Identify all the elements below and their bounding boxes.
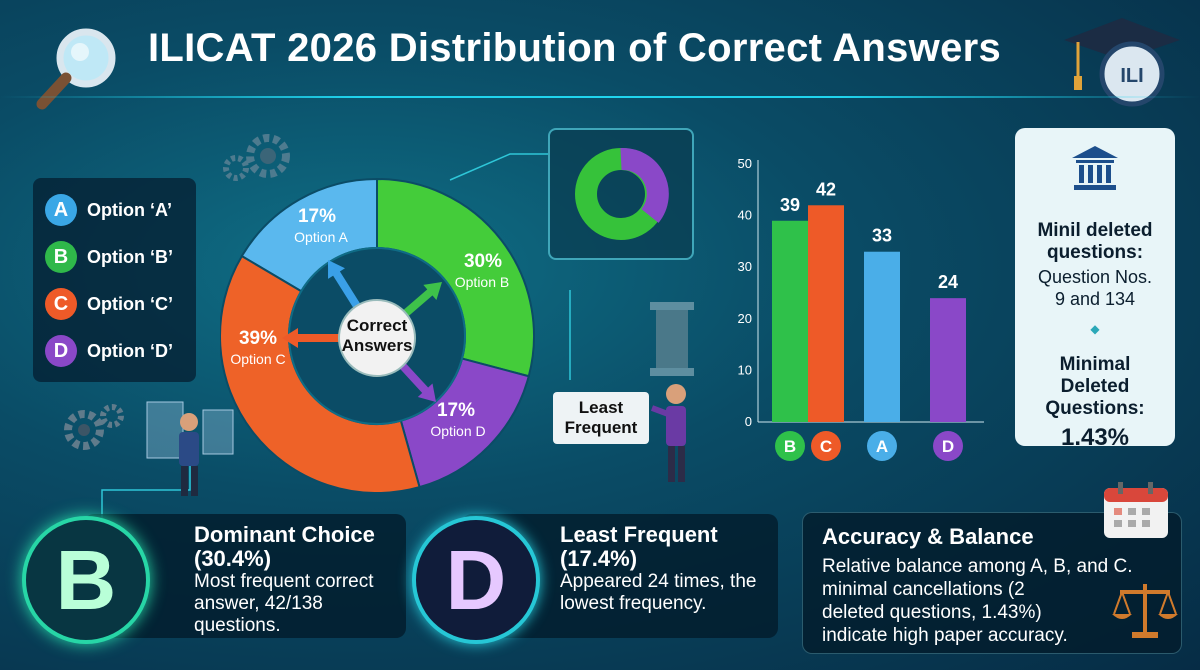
donut-arrow-head — [282, 328, 298, 348]
accuracy-text-line3: deleted questions, 1.43%) — [822, 602, 1042, 623]
legend-label: Option ‘D’ — [87, 340, 173, 361]
x-category-badge — [867, 431, 897, 461]
bar-a — [864, 251, 900, 422]
sign-line1: Least — [578, 398, 624, 417]
dominant-text-line3: questions. — [194, 615, 281, 636]
legend-label: Option ‘A’ — [87, 199, 172, 220]
donut-label-pct: 17% — [437, 400, 475, 421]
dominant-text-line2: answer, 42/138 — [194, 593, 323, 614]
calendar-icon — [1100, 478, 1172, 540]
donut-label-name: Option A — [294, 229, 348, 245]
y-tick-label: 50 — [738, 156, 752, 171]
accuracy-text-line4: indicate high paper accuracy. — [822, 625, 1068, 646]
donut-label-name: Option D — [430, 423, 485, 439]
mini-donut — [575, 147, 669, 240]
donut-label-pct: 30% — [464, 251, 502, 272]
legend-badge-c: C — [45, 288, 77, 320]
y-tick-label: 10 — [738, 362, 752, 377]
least-subtitle: (17.4%) — [560, 546, 638, 571]
deleted-heading-line1: Minil deleted — [1037, 220, 1153, 241]
minimal-heading-line2: Deleted — [1060, 376, 1130, 397]
connector-lines — [449, 153, 571, 380]
bar-d — [930, 298, 966, 422]
bar-b — [772, 220, 808, 422]
least-letter-badge: D — [412, 516, 540, 644]
bar-chart: 0 10 20 30 40 50 39 B 42 C 33 A 24 D — [738, 156, 984, 461]
donut-arrow — [401, 285, 438, 318]
least-text-line1: Appeared 24 times, the — [560, 571, 757, 592]
x-tick-label: A — [876, 437, 888, 456]
x-tick-label: D — [942, 437, 954, 456]
minimal-heading-line3: Questions: — [1045, 398, 1145, 419]
minimal-deleted-value: 1.43% — [1060, 424, 1130, 451]
bar-value-label: 33 — [872, 226, 892, 246]
analyst-illustration — [145, 400, 240, 500]
sign-line2: Frequent — [564, 418, 638, 437]
least-frequent-sign: Least Frequent — [553, 392, 649, 444]
bar-value-label: 42 — [816, 179, 836, 199]
page-title: ILICAT 2026 Distribution of Correct Answ… — [148, 26, 1002, 70]
donut-arrow — [398, 361, 433, 398]
accuracy-text-line2: minimal cancellations (2 — [822, 579, 1025, 600]
deleted-heading-line2: questions: — [1046, 242, 1144, 263]
bar-value-label: 24 — [938, 272, 958, 292]
donut-label-name: Option B — [455, 274, 509, 290]
donut-arrow — [329, 266, 362, 310]
dominant-text-line1: Most frequent correct — [194, 571, 374, 592]
legend-item: C Option ‘C’ — [45, 288, 173, 320]
y-tick-label: 20 — [738, 311, 752, 326]
bank-icon — [1070, 144, 1120, 192]
least-title: Least Frequent — [560, 522, 718, 547]
mini-donut-screen — [548, 128, 694, 260]
legend-label: Option ‘B’ — [87, 246, 173, 267]
donut-label-pct: 39% — [239, 328, 277, 349]
least-text-line2: lowest frequency. — [560, 593, 707, 614]
legend-item: B Option ‘B’ — [45, 241, 173, 273]
legend-badge-a: A — [45, 194, 77, 226]
magnifier-icon — [28, 20, 128, 110]
legend-label: Option ‘C’ — [87, 293, 173, 314]
deleted-text-line1: Question Nos. — [1037, 267, 1153, 287]
deleted-questions-card: Minil deleted questions: Question Nos. 9… — [1015, 128, 1175, 451]
x-category-badge — [811, 431, 841, 461]
x-category-badge — [775, 431, 805, 461]
donut-label-pct: 17% — [298, 206, 336, 227]
gears-icon — [58, 398, 128, 458]
bar-value-label: 39 — [780, 195, 800, 215]
donut-chart: Correct Answers 17% Option A 30% Option … — [220, 177, 535, 494]
dominant-letter-badge: B — [22, 516, 150, 644]
donut-arrow-head — [423, 282, 442, 301]
donut-arrow-head — [417, 383, 436, 402]
bar-c — [808, 205, 844, 422]
logo-text: ILI — [1120, 65, 1143, 87]
donut-center-line2: Answers — [342, 336, 413, 355]
donut-center-line1: Correct — [347, 316, 408, 335]
person-pointing-illustration — [648, 380, 698, 490]
legend: A Option ‘A’ B Option ‘B’ C Option ‘C’ D… — [33, 178, 196, 382]
gears-icon — [222, 128, 302, 188]
accuracy-title: Accuracy & Balance — [822, 524, 1034, 549]
divider-diamond-icon: ◆ — [1090, 322, 1100, 336]
y-tick-label: 0 — [745, 414, 752, 429]
header-divider — [0, 96, 1200, 98]
scales-icon — [1110, 578, 1180, 642]
y-tick-label: 30 — [738, 259, 752, 274]
donut-label-name: Option C — [230, 351, 285, 367]
accuracy-text-line1: Relative balance among A, B, and C. — [822, 556, 1133, 577]
dominant-title: Dominant Choice — [194, 522, 375, 547]
legend-badge-d: D — [45, 335, 77, 367]
column-pillar-icon — [642, 298, 702, 378]
donut-arrow-head — [328, 260, 345, 279]
deleted-text-line2: 9 and 134 — [1054, 289, 1136, 309]
graduation-cap-icon: ILI — [1060, 14, 1185, 109]
legend-badge-b: B — [45, 241, 77, 273]
legend-item: D Option ‘D’ — [45, 335, 173, 367]
x-tick-label: B — [784, 437, 796, 456]
y-tick-label: 40 — [738, 208, 752, 223]
x-tick-label: C — [820, 437, 832, 456]
x-category-badge — [933, 431, 963, 461]
minimal-heading-line1: Minimal — [1059, 354, 1131, 375]
dominant-subtitle: (30.4%) — [194, 546, 272, 571]
legend-item: A Option ‘A’ — [45, 194, 172, 226]
